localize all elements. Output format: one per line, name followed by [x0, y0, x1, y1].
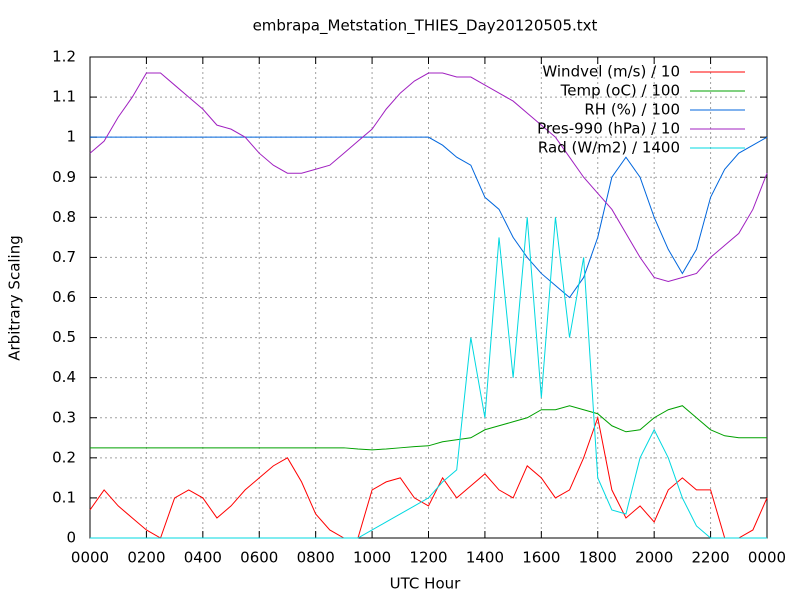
- y-tick-label: 0.6: [52, 288, 76, 306]
- x-tick-label: 1200: [409, 549, 447, 567]
- series-line: [90, 136, 768, 299]
- y-tick-label: 1.2: [52, 48, 76, 66]
- x-tick-label: 2200: [691, 549, 729, 567]
- legend-label: Pres-990 (hPa) / 10: [537, 120, 680, 138]
- y-tick-label: 0.3: [52, 408, 76, 426]
- series-line: [89, 415, 768, 539]
- x-tick-label: 1000: [353, 549, 391, 567]
- y-tick-label: 1.1: [52, 88, 76, 106]
- chart-title: embrapa_Metstation_THIES_Day20120505.txt: [253, 17, 598, 36]
- y-tick-label: 1: [66, 128, 76, 146]
- series-line: [90, 405, 767, 451]
- x-tick-label: 0600: [240, 549, 278, 567]
- y-tick-label: 0.7: [52, 248, 76, 266]
- legend-label: Windvel (m/s) / 10: [542, 63, 680, 81]
- plot-frame: [89, 56, 768, 539]
- y-tick-label: 0: [66, 529, 76, 547]
- legend-label: RH (%) / 100: [584, 101, 680, 119]
- x-axis-label: UTC Hour: [390, 575, 461, 593]
- x-tick-label: 0000: [71, 549, 109, 567]
- series-line: [90, 217, 767, 539]
- y-tick-label: 0.4: [52, 368, 76, 386]
- y-tick-label: 0.2: [52, 448, 76, 466]
- x-tick-label: 1400: [466, 549, 504, 567]
- series-line: [89, 72, 768, 282]
- y-axis-label: Arbitrary Scaling: [6, 235, 24, 361]
- x-tick-label: 0400: [184, 549, 222, 567]
- y-tick-label: 0.9: [52, 168, 76, 186]
- x-tick-label: 0200: [127, 549, 165, 567]
- y-tick-label: 0.8: [52, 208, 76, 226]
- x-tick-label: 1800: [579, 549, 617, 567]
- x-tick-label: 2000: [635, 549, 673, 567]
- y-tick-label: 0.5: [52, 328, 76, 346]
- legend-label: Temp (oC) / 100: [560, 82, 680, 100]
- x-tick-label: 0000: [748, 549, 786, 567]
- x-tick-label: 1600: [522, 549, 560, 567]
- y-tick-label: 0.1: [52, 488, 76, 506]
- legend-label: Rad (W/m2) / 1400: [538, 139, 680, 157]
- x-tick-label: 0800: [297, 549, 335, 567]
